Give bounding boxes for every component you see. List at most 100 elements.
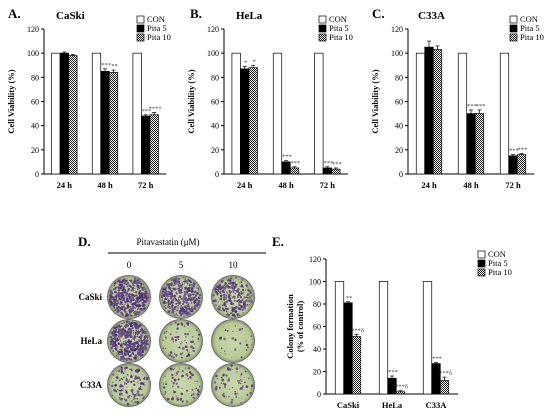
chartc-x-tick-label: 24 h bbox=[421, 180, 437, 190]
charta-bar-pita-10 bbox=[108, 72, 119, 175]
charte-legend-swatch bbox=[477, 268, 486, 277]
dose-label: 10 bbox=[229, 260, 239, 270]
charta-legend-label: Pita 10 bbox=[147, 32, 171, 42]
panel-letter-c: C. bbox=[372, 6, 385, 21]
chartc-legend-swatch bbox=[509, 24, 518, 33]
chartc-significance-label: *** bbox=[467, 103, 477, 110]
charte-y-axis-label: Colony formation(% of control) bbox=[285, 294, 305, 359]
charte-x-tick-label: C33A bbox=[426, 400, 448, 410]
chartc-y-tick-label: 0 bbox=[399, 170, 403, 179]
charta-significance-label: *** bbox=[101, 62, 111, 69]
charta-significance-label: ***† bbox=[149, 105, 163, 112]
chartb-y-tick-label: 60 bbox=[211, 98, 219, 107]
charta-bar-con bbox=[51, 52, 61, 175]
charte-bar-con bbox=[334, 281, 345, 395]
colony-plate bbox=[107, 363, 151, 407]
charta-significance-label: ** bbox=[111, 63, 118, 70]
chartc-bar-pita-10 bbox=[432, 49, 443, 175]
viability-chart-hela: 0 20 40 60 80 100 120 Cell Viability (%) * * 24 h *… bbox=[186, 14, 353, 190]
charta-bar-pita-5 bbox=[141, 115, 151, 175]
panel-letter-b: B. bbox=[190, 6, 202, 21]
charta-y-tick-label: 80 bbox=[31, 73, 39, 82]
panel-title-c: C33A bbox=[418, 10, 445, 22]
charte-bar-con bbox=[378, 281, 389, 395]
chartc-legend-swatch bbox=[509, 15, 518, 24]
charte-y-tick-label: 0 bbox=[317, 390, 321, 399]
colony-plate bbox=[159, 275, 203, 319]
chartc-bar-pita-10 bbox=[516, 154, 527, 175]
charte-legend-swatch bbox=[477, 259, 486, 268]
charte-y-tick-label: 20 bbox=[313, 368, 321, 377]
charta-bar-pita-5 bbox=[100, 70, 110, 175]
plate-surface bbox=[160, 320, 202, 362]
chartb-x-tick-label: 24 h bbox=[237, 180, 253, 190]
charta-legend-swatch bbox=[136, 15, 145, 24]
colony-plate bbox=[211, 363, 255, 407]
chartc-significance-label: *** bbox=[518, 146, 528, 153]
plate-row-label: HeLa bbox=[81, 336, 103, 346]
colony-plate bbox=[159, 363, 203, 407]
chartb-y-tick-label: 20 bbox=[211, 146, 219, 155]
chartb-bar-pita-5 bbox=[240, 68, 250, 175]
charte-x-tick-label: CaSki bbox=[337, 400, 360, 410]
colony-plates: 0 5 10 CaSki HeLa C33A bbox=[78, 260, 255, 407]
chartc-legend-label: Pita 10 bbox=[520, 32, 544, 42]
chartc-bar-con bbox=[457, 52, 468, 175]
charte-significance-label: ***δ bbox=[351, 327, 364, 334]
charta-y-axis-label: Cell Viability (%) bbox=[6, 69, 16, 133]
charte-bar-pita-10 bbox=[439, 380, 450, 395]
charte-legend-label: Pita 10 bbox=[488, 267, 512, 277]
charta-significance-label: *** bbox=[142, 108, 152, 115]
charte-y-tick-label: 120 bbox=[309, 255, 321, 264]
chartc-legend-label: CON bbox=[520, 14, 538, 24]
chartb-y-tick-label: 100 bbox=[207, 49, 219, 58]
chartc-y-tick-label: 120 bbox=[391, 25, 403, 34]
charta-bar-pita-10 bbox=[68, 55, 78, 175]
chartb-bar-con bbox=[231, 52, 241, 175]
charta-y-tick-label: 20 bbox=[31, 146, 39, 155]
charte-significance-label: *** bbox=[432, 356, 442, 363]
charte-significance-label: ***δ bbox=[439, 370, 452, 377]
charta-legend-swatch bbox=[136, 33, 145, 42]
charta-bar-con bbox=[132, 52, 142, 175]
viability-chart-c33a: 0 20 40 60 80 100 120 Cell Viability (%) 24 h ***… bbox=[370, 14, 544, 190]
chartc-legend-swatch bbox=[509, 33, 518, 42]
dose-label: 5 bbox=[179, 260, 184, 270]
charta-y-tick-label: 0 bbox=[35, 170, 39, 179]
charta-x-tick-label: 24 h bbox=[57, 180, 73, 190]
panel-title-b: HeLa bbox=[236, 10, 263, 22]
chartb-bar-con bbox=[272, 52, 283, 175]
chartb-legend-swatch bbox=[318, 15, 327, 24]
colony-plate bbox=[159, 319, 203, 363]
charte-bar-pita-10 bbox=[351, 336, 362, 395]
chartb-legend-label: Pita 10 bbox=[329, 32, 353, 42]
charte-legend-swatch bbox=[477, 250, 486, 259]
charte-bar-pita-5 bbox=[343, 302, 353, 395]
dose-label: 0 bbox=[127, 260, 132, 270]
charta-bar-con bbox=[91, 52, 102, 175]
chartb-bar-pita-10 bbox=[248, 67, 258, 175]
chartb-legend-label: Pita 5 bbox=[329, 23, 349, 33]
charte-y-tick-label: 80 bbox=[313, 300, 321, 309]
charte-legend-label: CON bbox=[488, 249, 506, 259]
charta-legend-swatch bbox=[136, 24, 145, 33]
chartb-legend-swatch bbox=[318, 33, 327, 42]
colony-plate bbox=[107, 275, 151, 319]
chartb-y-tick-label: 120 bbox=[207, 25, 219, 34]
plate-row-label: CaSki bbox=[78, 292, 102, 302]
charte-y-tick-label: 40 bbox=[313, 345, 321, 354]
chartc-significance-label: *** bbox=[476, 103, 486, 110]
chartb-bar-pita-5 bbox=[322, 167, 332, 175]
charta-legend-label: Pita 5 bbox=[147, 23, 167, 33]
chartc-y-tick-label: 20 bbox=[395, 146, 403, 155]
charte-legend-label: Pita 5 bbox=[488, 258, 508, 268]
chartc-significance-label: *** bbox=[509, 148, 519, 155]
chartc-bar-pita-10 bbox=[474, 113, 485, 175]
charte-significance-label: *** bbox=[388, 369, 398, 376]
chartc-y-axis-label: Cell Viability (%) bbox=[370, 69, 380, 133]
chartb-significance-label: * bbox=[244, 59, 247, 66]
charta-legend-label: CON bbox=[147, 14, 165, 24]
plate-row-label: C33A bbox=[80, 380, 102, 390]
